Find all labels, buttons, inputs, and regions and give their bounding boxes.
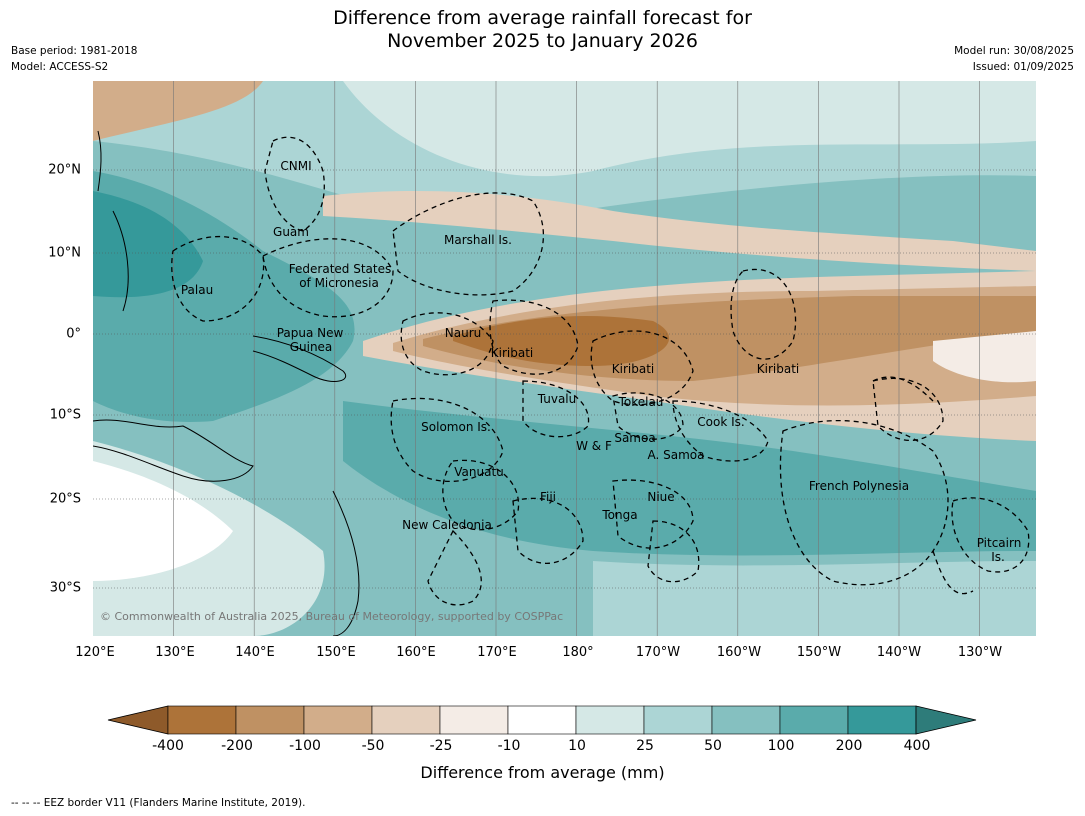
spcz-wet	[343, 401, 1036, 556]
colorbar-tick: 50	[704, 738, 722, 754]
colorbar-extend-max	[915, 705, 977, 735]
colorbar-tick: 400	[903, 738, 931, 754]
region-label-new-caledonia: New Caledonia	[402, 518, 492, 532]
rainfall-map	[93, 81, 1036, 636]
lat-label-0: 0°	[66, 326, 81, 342]
region-label-cook: Cook Is.	[697, 415, 745, 429]
base-period: Base period: 1981-2018	[11, 45, 138, 57]
dry-core-west	[453, 316, 670, 366]
lon-label-150e: 150°E	[316, 645, 356, 660]
lon-label-170w: 170°W	[635, 645, 681, 660]
lat-label-20s: 20°S	[49, 491, 81, 507]
colorbar-bin	[303, 705, 373, 735]
colorbar-bin	[167, 705, 237, 735]
region-label-kiribati-central: Kiribati	[611, 362, 655, 376]
meta-right: Model run: 30/08/2025 Issued: 01/09/2025	[954, 43, 1074, 75]
warm-pool-wettest	[93, 191, 203, 298]
coastlines	[93, 130, 360, 636]
region-label-tokelau: Tokelau	[618, 395, 664, 409]
colorbar-bin	[643, 705, 713, 735]
colorbar-bin	[711, 705, 781, 735]
colorbar-tick: -200	[221, 738, 253, 754]
colorbar-tick: 100	[767, 738, 795, 754]
colorbar-extend-min	[107, 705, 169, 735]
region-label-pitcairn-2: Is.	[991, 550, 1005, 564]
eez-footnote: -- -- -- EEZ border V11 (Flanders Marine…	[11, 797, 306, 809]
lon-label-150w: 150°W	[796, 645, 842, 660]
map-gridlines	[173, 81, 980, 636]
lat-label-20n: 20°N	[48, 162, 81, 178]
region-label-fsm-1: Federated States	[288, 262, 392, 276]
lon-label-140e: 140°E	[235, 645, 275, 660]
region-label-fsm-2: of Micronesia	[299, 276, 379, 290]
region-label-tonga: Tonga	[602, 508, 638, 522]
northwest-dry	[93, 81, 263, 141]
colorbar-tick: -100	[289, 738, 321, 754]
colorbar-tick: 25	[636, 738, 654, 754]
lon-label-170e: 170°E	[477, 645, 517, 660]
lon-label-130w: 130°W	[957, 645, 1003, 660]
map-canvas	[93, 81, 1036, 636]
colorbar-bin	[575, 705, 645, 735]
region-label-marshall: Marshall Is.	[444, 233, 512, 247]
region-label-wallis-futuna: W & F	[576, 439, 612, 453]
model-name: Model: ACCESS-S2	[11, 61, 109, 73]
region-label-cnmi: CNMI	[280, 159, 312, 173]
region-label-png-1: Papua New	[276, 326, 344, 340]
chart-title: Difference from average rainfall forecas…	[0, 7, 1085, 53]
region-label-kiribati-west: Kiribati	[490, 346, 534, 360]
region-label-niue: Niue	[647, 490, 675, 504]
north-dry-band	[323, 191, 1036, 271]
lat-label-30s: 30°S	[49, 580, 81, 596]
title-line-1: Difference from average rainfall forecas…	[333, 7, 752, 29]
region-label-palau: Palau	[180, 283, 214, 297]
copyright-note: © Commonwealth of Australia 2025, Bureau…	[100, 610, 564, 623]
colorbar-tick: -50	[361, 738, 385, 754]
eez-borders	[171, 136, 1030, 606]
region-label-fiji: Fiji	[539, 490, 557, 504]
region-label-american-samoa: A. Samoa	[647, 448, 705, 462]
colorbar-swatches	[107, 705, 977, 735]
region-label-solomon: Solomon Is.	[421, 420, 491, 434]
colorbar-label: Difference from average (mm)	[420, 763, 665, 782]
lon-label-160w: 160°W	[716, 645, 762, 660]
lon-label-140w: 140°W	[876, 645, 922, 660]
region-label-tuvalu: Tuvalu	[537, 392, 577, 406]
region-label-vanuatu: Vanuatu	[454, 465, 504, 479]
region-label-png-2: Guinea	[289, 340, 333, 354]
lon-label-180: 180°	[562, 645, 594, 660]
australia-neutral	[93, 461, 233, 581]
colorbar-bin	[371, 705, 441, 735]
colorbar-tick: -10	[497, 738, 521, 754]
colorbar-tick: -400	[152, 738, 184, 754]
region-label-nauru: Nauru	[444, 326, 482, 340]
colorbar-tick: 200	[835, 738, 863, 754]
model-run: Model run: 30/08/2025	[954, 45, 1074, 57]
colorbar-bin	[847, 705, 917, 735]
colorbar-bin	[439, 705, 509, 735]
meta-left: Base period: 1981-2018 Model: ACCESS-S2	[11, 43, 137, 75]
lon-label-120e: 120°E	[75, 645, 115, 660]
colorbar-bin	[507, 705, 577, 735]
region-label-kiribati-east: Kiribati	[756, 362, 800, 376]
issued-date: Issued: 01/09/2025	[972, 61, 1074, 73]
colorbar-bin	[779, 705, 849, 735]
colorbar-bin	[235, 705, 305, 735]
north-band-pale	[343, 81, 1036, 177]
colorbar-tick: -25	[429, 738, 453, 754]
region-label-samoa: Samoa	[614, 431, 656, 445]
dry-tongue-east	[933, 331, 1036, 383]
map-latlines	[93, 169, 1036, 589]
region-label-pitcairn-1: Pitcairn	[976, 536, 1022, 550]
region-label-guam: Guam	[273, 225, 309, 239]
lat-label-10n: 10°N	[48, 245, 81, 261]
lon-label-130e: 130°E	[155, 645, 195, 660]
colorbar-tick: 10	[568, 738, 586, 754]
lat-label-10s: 10°S	[49, 407, 81, 423]
title-line-2: November 2025 to January 2026	[387, 30, 698, 52]
lon-label-160e: 160°E	[396, 645, 436, 660]
region-label-french-polynesia: French Polynesia	[808, 479, 910, 493]
south-light	[593, 561, 1036, 636]
